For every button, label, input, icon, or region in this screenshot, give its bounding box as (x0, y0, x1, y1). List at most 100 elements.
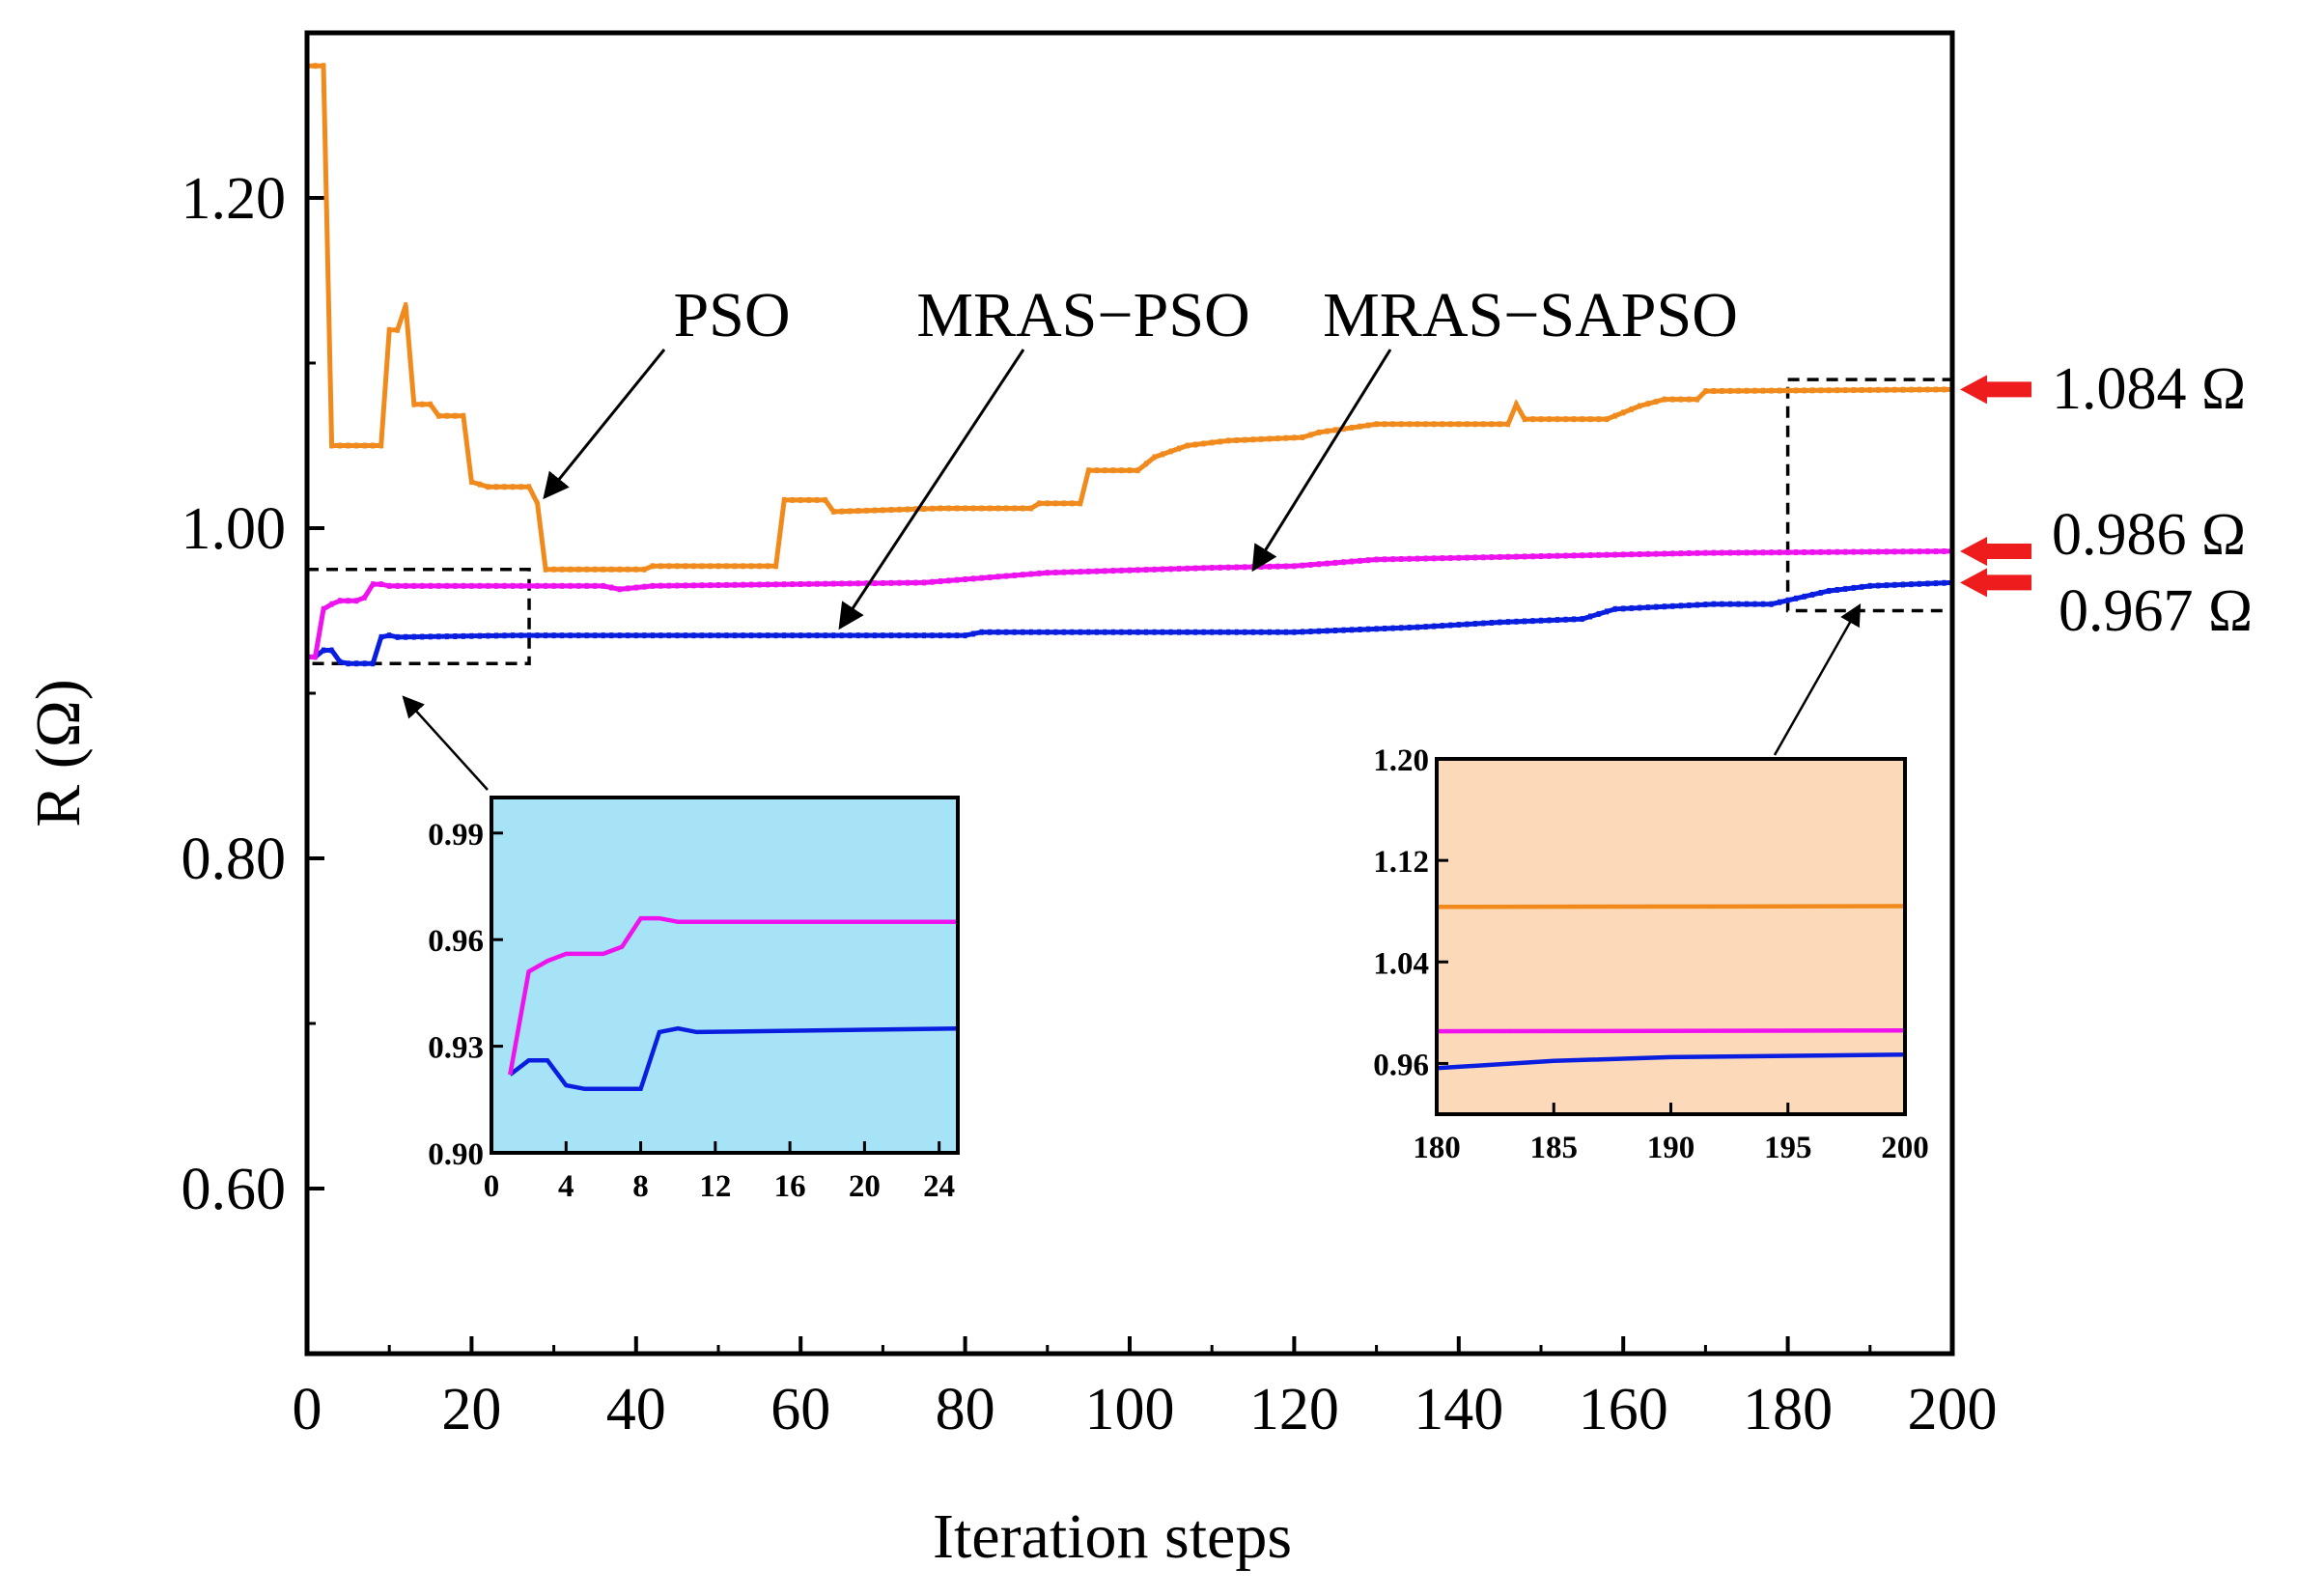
data-point-mras-pso (601, 632, 605, 639)
data-point-mras-pso (511, 632, 515, 639)
data-point-mras-pso (848, 632, 853, 639)
data-point-pso (691, 563, 696, 570)
data-point-pso (790, 496, 795, 503)
data-point-pso (1942, 386, 1947, 393)
data-point-mras-pso (724, 632, 729, 639)
data-point-mras-pso (322, 647, 326, 654)
data-point-mras-sapso (1629, 551, 1634, 558)
data-point-mras-pso (378, 633, 383, 640)
data-point-pso (855, 508, 860, 515)
data-point-mras-pso (633, 632, 638, 639)
data-point-mras-pso (593, 632, 598, 639)
data-point-mras-pso (1070, 629, 1075, 635)
data-point-pso (1596, 416, 1601, 423)
data-point-mras-sapso (1917, 548, 1921, 555)
zoom-regions (305, 378, 1954, 665)
inset-y-tick-label: 0.99 (428, 818, 484, 853)
data-point-pso (1193, 441, 1198, 448)
data-point-mras-pso (1769, 601, 1774, 607)
data-point-mras-pso (1275, 629, 1280, 635)
data-point-mras-sapso (1094, 568, 1099, 574)
data-point-mras-sapso (1193, 565, 1198, 572)
data-point-mras-sapso (338, 598, 343, 604)
data-point-mras-pso (1547, 617, 1552, 624)
data-point-mras-pso (444, 633, 449, 640)
data-point-mras-sapso (1078, 569, 1082, 575)
data-point-mras-sapso (584, 582, 589, 589)
data-point-pso (1736, 387, 1741, 394)
data-point-mras-pso (469, 632, 474, 639)
inset-final-frame (1435, 757, 1907, 1116)
data-point-mras-pso (1094, 629, 1099, 635)
data-point-mras-sapso (1572, 552, 1577, 559)
data-point-mras-sapso (436, 582, 441, 589)
data-point-mras-sapso (387, 582, 392, 589)
data-point-mras-sapso (1300, 562, 1304, 569)
data-point-mras-pso (576, 632, 581, 639)
data-point-pso (1201, 440, 1206, 447)
inset-series-line-mras-sapso (1437, 1028, 1905, 1034)
data-point-mras-sapso (568, 582, 573, 589)
data-point-mras-sapso (1703, 549, 1708, 556)
data-point-mras-sapso (1835, 548, 1839, 555)
data-point-pso (1234, 436, 1239, 443)
data-point-mras-sapso (1933, 548, 1938, 555)
data-point-mras-sapso (1514, 553, 1519, 560)
data-point-pso (1563, 416, 1568, 423)
data-point-mras-pso (1472, 621, 1477, 628)
data-point-mras-sapso (428, 582, 433, 589)
data-point-mras-pso (1727, 601, 1732, 607)
inset-early-iterations: 0 4 8 12 16 20 24 0.90 0.93 0.96 0.99 (428, 796, 960, 1204)
data-point-mras-pso (1267, 629, 1272, 635)
data-point-pso (1037, 500, 1042, 507)
data-point-mras-sapso (650, 582, 655, 589)
data-point-pso (1720, 387, 1724, 394)
data-point-pso (1662, 396, 1667, 403)
data-point-mras-sapso (790, 581, 795, 588)
data-point-pso (971, 505, 976, 512)
data-point-pso (551, 566, 556, 573)
data-point-pso (1917, 386, 1921, 393)
data-point-pso (1654, 398, 1659, 405)
data-point-mras-sapso (576, 582, 581, 589)
data-point-mras-pso (362, 660, 367, 667)
data-point-pso (411, 401, 416, 407)
data-point-pso (1612, 412, 1617, 419)
data-point-pso (1539, 416, 1543, 423)
data-point-mras-pso (1778, 599, 1782, 605)
data-point-pso (1638, 403, 1642, 409)
data-point-mras-pso (1135, 629, 1140, 635)
data-point-mras-pso (1851, 584, 1856, 591)
data-point-mras-sapso (453, 582, 458, 589)
data-point-mras-pso (502, 632, 507, 639)
series-annotations: PSO MRAS−PSO MRAS−SAPSO (543, 280, 1738, 630)
data-point-mras-sapso (1876, 548, 1881, 555)
data-point-mras-sapso (733, 581, 738, 588)
data-point-mras-pso (995, 629, 1000, 635)
data-point-mras-pso (733, 632, 738, 639)
data-point-mras-pso (881, 632, 885, 639)
data-point-pso (544, 566, 548, 573)
data-point-mras-pso (1366, 626, 1371, 632)
data-point-mras-pso (1596, 610, 1601, 617)
data-point-pso (675, 563, 680, 570)
data-point-mras-sapso (1678, 550, 1683, 557)
data-point-pso (486, 484, 490, 490)
data-point-mras-sapso (658, 582, 663, 589)
data-point-mras-sapso (1481, 554, 1486, 561)
data-point-mras-sapso (864, 580, 869, 587)
data-point-mras-pso (395, 633, 400, 640)
data-point-mras-pso (766, 632, 770, 639)
data-point-mras-pso (1588, 613, 1593, 620)
data-point-pso (955, 505, 960, 512)
data-point-pso (1226, 437, 1231, 444)
data-point-mras-pso (1867, 582, 1872, 589)
data-point-mras-sapso (411, 582, 416, 589)
data-point-mras-pso (1399, 625, 1404, 631)
data-point-mras-sapso (1432, 555, 1437, 562)
data-point-mras-sapso (1004, 573, 1009, 579)
data-point-mras-sapso (469, 582, 474, 589)
data-point-pso (1135, 467, 1140, 474)
data-point-mras-sapso (1810, 548, 1815, 555)
data-point-mras-pso (1250, 629, 1255, 635)
